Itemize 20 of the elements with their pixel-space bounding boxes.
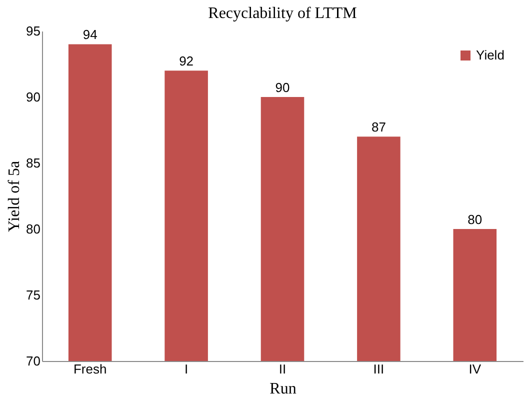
chart-title: Recyclability of LTTM <box>208 5 357 22</box>
y-tick-label: 90 <box>26 90 40 104</box>
x-tick-label: Fresh <box>73 362 107 376</box>
x-tick-label: II <box>278 362 286 376</box>
y-axis-title: Yield of 5a <box>6 160 24 232</box>
y-tick-label: 70 <box>26 354 40 368</box>
data-label: 92 <box>179 54 194 69</box>
legend-label: Yield <box>476 48 504 62</box>
y-tick-label: 85 <box>26 156 40 170</box>
y-tick-label: 75 <box>26 288 40 302</box>
data-label: 94 <box>82 27 98 42</box>
x-tick-label: IV <box>468 362 482 376</box>
y-tick-label: 95 <box>26 24 40 38</box>
x-tick-label: I <box>184 362 188 376</box>
x-axis-title: Run <box>270 380 296 398</box>
y-tick-label: 80 <box>26 222 40 236</box>
x-tick-label: III <box>373 362 384 376</box>
data-label: 90 <box>275 80 290 95</box>
data-label: 80 <box>468 212 482 227</box>
data-label: 87 <box>371 120 386 135</box>
